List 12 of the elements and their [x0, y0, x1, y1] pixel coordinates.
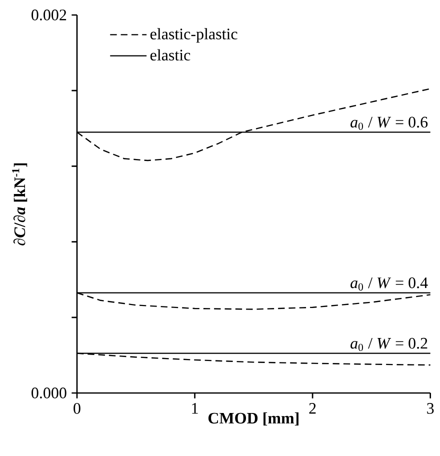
x-tick-label: 3 — [427, 403, 434, 414]
legend-label: elastic — [150, 49, 190, 61]
annotation: a$_{0}$ / W = 0.6 — [350, 116, 428, 130]
x-tick-label: 1 — [192, 403, 198, 414]
annotation: a$_{0}$ / W = 0.2 — [350, 338, 428, 352]
y-tick-label: 0.000 — [32, 388, 66, 398]
y-tick-label: 0.002 — [32, 10, 66, 20]
x-axis-title: CMOD [mm] — [208, 412, 298, 426]
x-tick-label: 0 — [74, 403, 80, 414]
annotation: a$_{0}$ / W = 0.4 — [350, 277, 428, 291]
legend-label: elastic-plastic — [150, 28, 238, 43]
x-tick-label: 2 — [309, 403, 316, 414]
